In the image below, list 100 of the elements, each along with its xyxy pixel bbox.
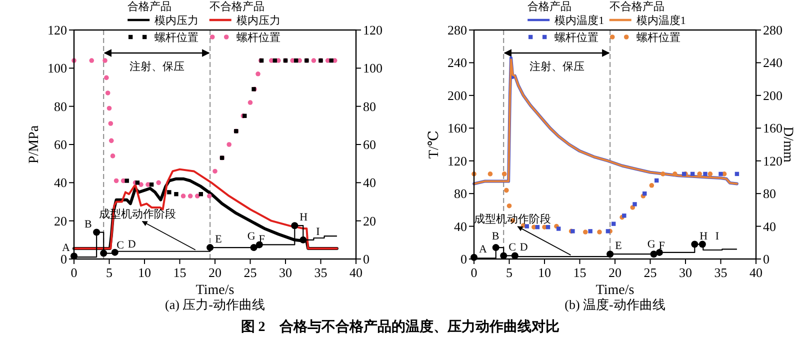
point: [106, 106, 112, 111]
point: [156, 180, 161, 186]
point: [708, 172, 713, 176]
y2-tick-label: 120: [763, 153, 782, 168]
annotation: G: [247, 230, 256, 243]
point: [138, 182, 144, 187]
point: [174, 192, 178, 196]
point: [226, 142, 232, 147]
x-tick-label: 0: [70, 265, 78, 280]
text: (b) 温度-动作曲线: [564, 297, 666, 312]
y-tick-label: 0: [60, 252, 67, 266]
point: [656, 248, 663, 256]
legend-label: 螺杆位置: [154, 31, 199, 44]
point: [632, 202, 637, 206]
point: [93, 228, 100, 236]
point: [611, 222, 616, 226]
y-tick-label: 60: [54, 137, 67, 152]
point: [588, 229, 592, 234]
y2-tick-label: 100: [363, 60, 382, 76]
y-tick-label: 80: [54, 98, 67, 114]
x-tick-label: 15: [173, 265, 186, 280]
x-tick-label: 20: [208, 265, 222, 280]
y2-tick-label: 0: [763, 252, 770, 266]
text: 不合格产品: [209, 1, 264, 13]
point: [504, 188, 509, 193]
x-axis-title: Time/s: [596, 283, 634, 298]
point: [104, 75, 109, 80]
point: [597, 230, 602, 234]
point: [556, 226, 561, 231]
y-tick-label: 280: [448, 22, 467, 38]
annotation: H: [300, 212, 308, 224]
annotation: E: [615, 240, 622, 252]
legend-label: 模内压力: [236, 14, 280, 27]
y-tick-label: 120: [48, 22, 67, 38]
ref-line-label: 注射、保压: [529, 60, 584, 73]
annotation: G: [647, 238, 656, 250]
point: [114, 178, 119, 184]
point: [502, 172, 507, 176]
point: [198, 192, 203, 196]
y2-tick-label: 40: [363, 175, 376, 190]
y-tick-label: 100: [48, 60, 67, 76]
point: [649, 182, 654, 188]
y2-tick-label: 280: [763, 22, 782, 38]
point: [690, 172, 695, 176]
annotation: I: [316, 226, 320, 238]
point: [524, 224, 529, 228]
point: [606, 250, 614, 258]
point: [180, 194, 186, 198]
point: [100, 250, 108, 257]
x-tick-label: 25: [644, 265, 657, 280]
point: [250, 244, 258, 252]
point: [546, 225, 550, 230]
x-tick-label: 10: [538, 265, 551, 280]
point: [248, 100, 253, 105]
point: [535, 225, 540, 230]
point: [650, 250, 658, 258]
point: [124, 178, 129, 183]
point: [703, 172, 708, 176]
y-axis-title: P/MPa: [27, 124, 42, 164]
y-tick-label: 240: [448, 55, 467, 70]
text: 合格产品: [128, 1, 172, 13]
point: [206, 244, 214, 252]
x-tick-label: 5: [506, 265, 512, 280]
x-axis-title: Time/s: [196, 283, 234, 298]
point: [511, 252, 518, 260]
point: [654, 178, 659, 183]
y2-tick-label: 120: [363, 22, 382, 38]
point: [149, 182, 154, 187]
legend-label: 螺杆位置: [636, 31, 680, 44]
point: [329, 58, 334, 63]
point: [108, 138, 114, 144]
annotation: E: [215, 234, 222, 246]
point: [718, 172, 723, 176]
point: [194, 194, 200, 198]
annotation: D: [128, 238, 136, 250]
point: [488, 172, 493, 176]
point: [206, 194, 212, 198]
y2-tick-label: 200: [763, 88, 782, 103]
x-tick-label: 0: [470, 265, 478, 280]
caption: 图 2 合格与不合格产品的温度、压力动作曲线对比: [240, 318, 560, 335]
legend-label: 模内温度1: [554, 14, 604, 27]
y-axis-title: T/℃: [427, 130, 442, 159]
point: [500, 252, 508, 260]
legend-label: 模内压力: [154, 14, 199, 27]
x-tick-label: 35: [314, 265, 328, 280]
point: [660, 172, 666, 176]
y2-tick-label: 80: [763, 186, 776, 202]
annotation: B: [492, 230, 500, 243]
point: [642, 191, 647, 196]
y-tick-label: 40: [54, 175, 67, 190]
legend-label: 模内温度1: [636, 14, 686, 27]
y2-tick-label: 80: [363, 98, 376, 114]
annotation: C: [508, 242, 516, 254]
point: [622, 214, 626, 218]
ref-line-label: 注射、保压: [129, 60, 184, 73]
x-tick-label: 20: [608, 265, 622, 280]
annotation: D: [520, 242, 528, 254]
y2-tick-label: 40: [763, 218, 776, 234]
point: [167, 190, 172, 194]
point: [111, 248, 118, 256]
